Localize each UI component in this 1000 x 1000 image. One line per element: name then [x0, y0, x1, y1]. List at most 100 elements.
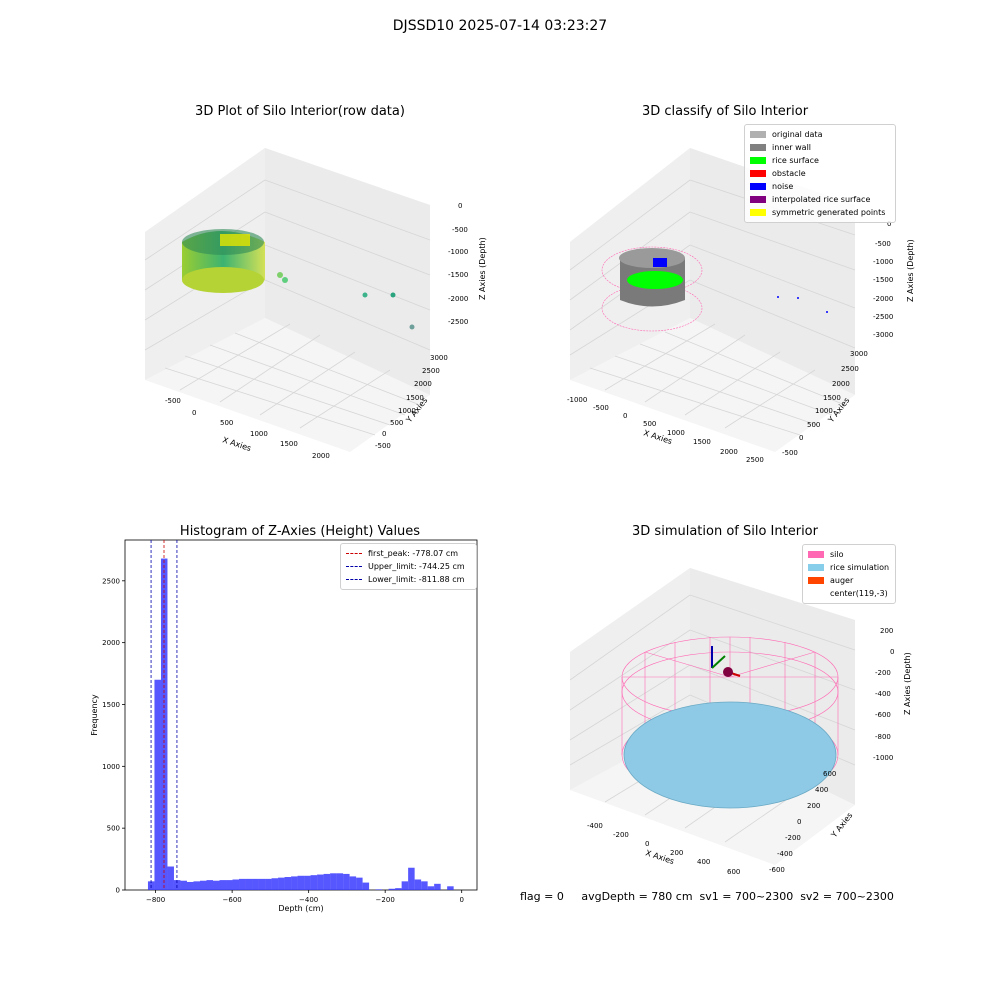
- histogram-bar: [226, 880, 233, 890]
- histogram-bar: [199, 880, 207, 890]
- histogram-bar: [167, 866, 174, 890]
- p2-xtick: 0: [623, 412, 627, 420]
- status-footer: flag = 0 avgDepth = 780 cm sv1 = 700~230…: [520, 890, 894, 903]
- histogram-bar: [317, 874, 324, 890]
- histogram-bar: [356, 877, 363, 890]
- histogram-bar: [297, 875, 305, 890]
- legend-swatch: [750, 131, 766, 138]
- legend-label: auger: [830, 576, 854, 585]
- legend-item: inner wall: [750, 141, 890, 154]
- histogram-bar: [271, 878, 279, 890]
- panel4-3d-plot: -400 -200 0 200 400 600 -600 -400 -200 0…: [569, 568, 912, 876]
- raw-data-points: [182, 229, 415, 330]
- p2-ztick: -2000: [873, 295, 893, 303]
- panel1-title: 3D Plot of Silo Interior(row data): [195, 104, 405, 119]
- p1-ytick: -500: [375, 442, 391, 450]
- xtick-label: −400: [299, 896, 318, 904]
- histogram-bar: [245, 878, 253, 890]
- legend-label: inner wall: [772, 143, 812, 152]
- p2-xtick: 2500: [746, 456, 764, 464]
- p2-ztick: -1500: [873, 276, 893, 284]
- legend-swatch: [750, 183, 766, 190]
- legend-swatch: [750, 196, 766, 203]
- legend-item: Upper_limit: -744.25 cm: [346, 560, 471, 573]
- legend-item: auger: [808, 574, 890, 587]
- histogram-ylabel: Frequency: [90, 694, 99, 736]
- histogram-bar: [304, 875, 311, 890]
- panel4-legend: silo rice simulation auger center(119,-3…: [802, 544, 896, 604]
- p1-ytick: 1500: [406, 394, 424, 402]
- histogram-xticks: −800 −600 −400 −200 0: [146, 890, 464, 904]
- legend-swatch: [750, 209, 766, 216]
- legend-label: obstacle: [772, 169, 806, 178]
- histogram-lines: [150, 540, 178, 890]
- p2-xtick: -1000: [567, 396, 587, 404]
- p1-ytick: 3000: [430, 354, 448, 362]
- panel2-legend: original data inner wall rice surface ob…: [744, 124, 896, 223]
- p4-ztick: -600: [875, 711, 891, 719]
- panel1-3d-plot: -500 0 500 1000 1500 2000 -500 0 500 100…: [144, 148, 487, 460]
- p1-xlabel: X Axies: [221, 435, 252, 453]
- p4-ztick: 200: [880, 627, 893, 635]
- p4-ytick: -200: [785, 834, 801, 842]
- legend-item: original data: [750, 128, 890, 141]
- xtick-label: 0: [459, 896, 463, 904]
- p2-ztick: -2500: [873, 313, 893, 321]
- p2-zlabel: Z Axies (Depth): [906, 239, 915, 302]
- histogram-bar: [323, 873, 331, 890]
- p1-xtick: -500: [165, 397, 181, 405]
- legend-label: rice surface: [772, 156, 819, 165]
- histogram-bar: [213, 880, 220, 890]
- p4-ytick: 400: [815, 786, 828, 794]
- panel4-title: 3D simulation of Silo Interior: [632, 524, 818, 539]
- legend-swatch: [808, 577, 824, 584]
- histogram-bar: [154, 679, 161, 890]
- legend-label: silo: [830, 550, 844, 559]
- p4-ytick: 0: [797, 818, 801, 826]
- legend-label: rice simulation: [830, 563, 890, 572]
- histogram-bar: [434, 883, 441, 890]
- histogram-bar: [160, 558, 168, 890]
- p1-xtick: 1000: [250, 430, 268, 438]
- histogram-bar: [258, 878, 266, 890]
- legend-label: first_peak: -778.07 cm: [368, 549, 459, 558]
- p1-ztick: -2500: [448, 318, 468, 326]
- p4-xtick: -400: [587, 822, 603, 830]
- legend-label: original data: [772, 130, 823, 139]
- histogram-bar: [427, 886, 435, 890]
- legend-label: symmetric generated points: [772, 208, 886, 217]
- p4-ytick: 600: [823, 770, 836, 778]
- panel2-title: 3D classify of Silo Interior: [641, 104, 809, 119]
- p1-ztick: 0: [458, 202, 462, 210]
- ytick-label: 0: [116, 887, 120, 895]
- legend-item: noise: [750, 180, 890, 193]
- p1-ztick: -500: [452, 226, 468, 234]
- p4-xtick: 600: [727, 868, 740, 876]
- legend-item: rice simulation: [808, 561, 890, 574]
- p4-ytick: -400: [777, 850, 793, 858]
- histogram-bar: [330, 873, 337, 890]
- histogram-bar: [265, 878, 272, 890]
- p1-ztick: -2000: [448, 295, 468, 303]
- p1-ytick: 0: [382, 430, 386, 438]
- p2-ytick: 0: [799, 434, 803, 442]
- histogram-bar: [401, 881, 409, 890]
- p1-ztick: -1500: [448, 271, 468, 279]
- legend-item: obstacle: [750, 167, 890, 180]
- histogram-bar: [284, 877, 292, 890]
- p1-ytick: 500: [390, 419, 403, 427]
- legend-item: center(119,-3): [808, 587, 890, 600]
- legend-swatch: [808, 551, 824, 558]
- legend-label: center(119,-3): [830, 589, 888, 598]
- legend-swatch: [808, 564, 824, 571]
- histogram-bar: [239, 878, 246, 890]
- histogram-bar: [193, 881, 200, 890]
- panel3-title: Histogram of Z-Axies (Height) Values: [179, 524, 421, 539]
- legend-label: Upper_limit: -744.25 cm: [368, 562, 465, 571]
- histogram-bar: [388, 888, 396, 890]
- p2-xtick: -500: [593, 404, 609, 412]
- histogram-bar: [421, 881, 428, 890]
- legend-item: rice surface: [750, 154, 890, 167]
- ytick-label: 2000: [102, 639, 120, 647]
- p2-ztick: -3000: [873, 331, 893, 339]
